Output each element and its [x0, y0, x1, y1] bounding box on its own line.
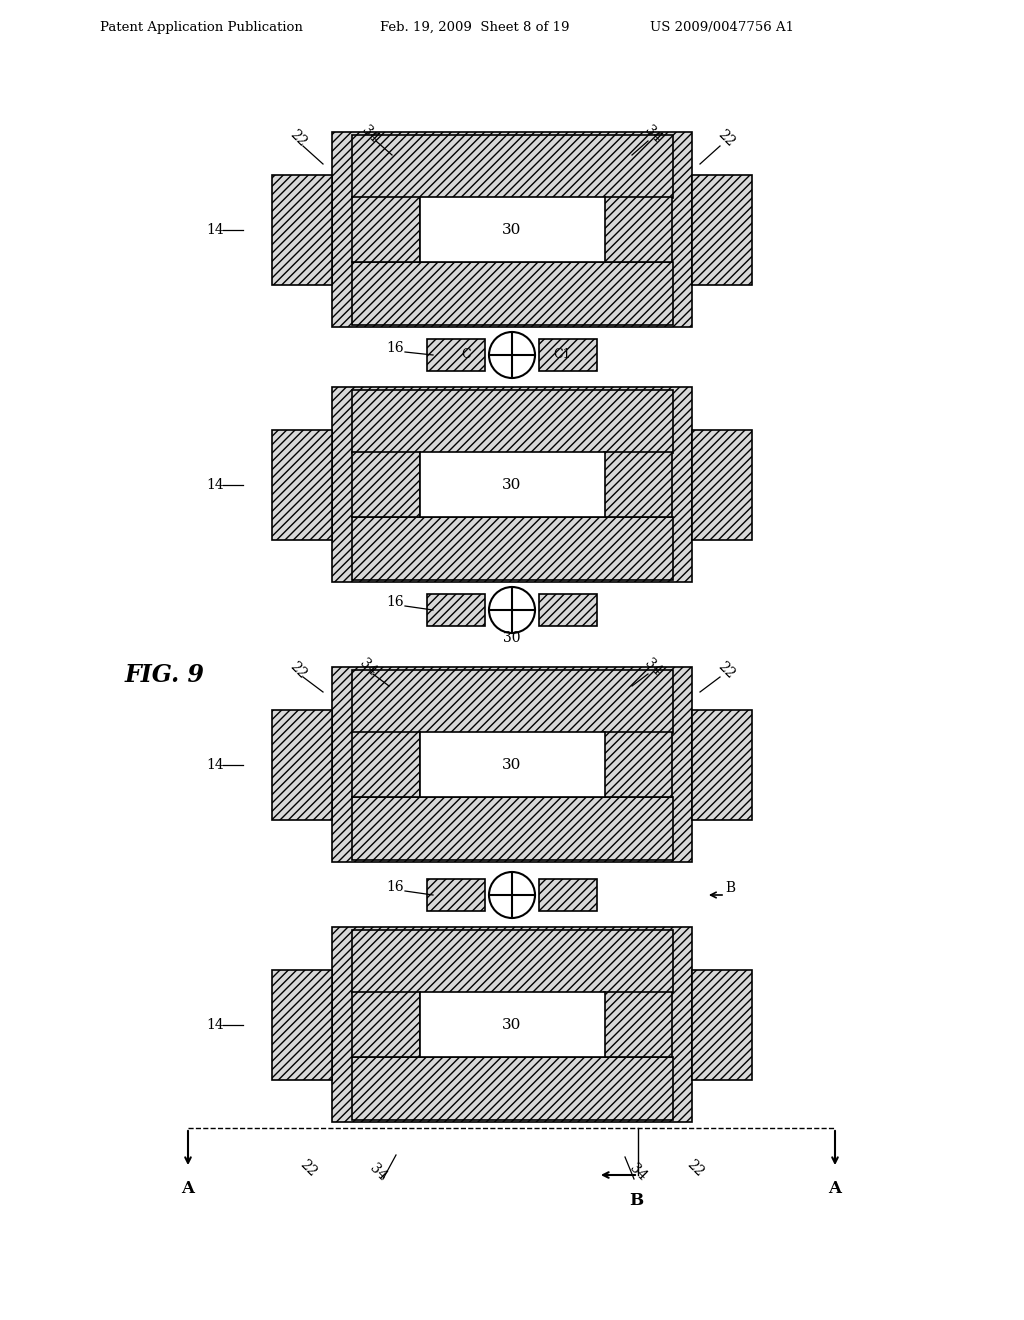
Text: 14: 14 — [206, 758, 224, 772]
Text: A: A — [181, 1180, 195, 1197]
Text: 14: 14 — [206, 223, 224, 238]
Bar — [604, 733, 672, 797]
Bar — [420, 451, 605, 517]
Bar — [692, 710, 752, 820]
Text: B: B — [629, 1192, 643, 1209]
Bar — [352, 197, 420, 261]
Text: 30: 30 — [503, 1018, 521, 1032]
Text: 34: 34 — [642, 656, 665, 678]
Bar — [604, 451, 672, 517]
Text: 30: 30 — [503, 223, 521, 238]
Text: 30: 30 — [503, 758, 521, 772]
Text: 16: 16 — [386, 341, 403, 355]
Bar — [272, 970, 332, 1080]
Bar — [539, 879, 597, 911]
Bar — [352, 135, 673, 198]
Bar — [352, 1057, 673, 1119]
Text: C1: C1 — [553, 348, 570, 362]
Text: Patent Application Publication: Patent Application Publication — [100, 21, 303, 33]
Text: 34: 34 — [356, 656, 379, 678]
Bar — [272, 176, 332, 285]
Text: 22: 22 — [715, 127, 737, 149]
Text: 22: 22 — [684, 1156, 707, 1179]
Text: 34: 34 — [642, 123, 665, 145]
Text: 14: 14 — [206, 478, 224, 492]
Bar — [332, 667, 692, 862]
Bar — [352, 797, 673, 861]
Bar — [352, 671, 673, 733]
Bar — [272, 710, 332, 820]
Bar — [352, 993, 420, 1057]
Text: Feb. 19, 2009  Sheet 8 of 19: Feb. 19, 2009 Sheet 8 of 19 — [380, 21, 569, 33]
Text: 22: 22 — [715, 659, 737, 681]
Bar — [352, 517, 673, 579]
Text: A: A — [828, 1180, 842, 1197]
Bar — [352, 451, 420, 517]
Text: US 2009/0047756 A1: US 2009/0047756 A1 — [650, 21, 794, 33]
Text: 30: 30 — [503, 631, 521, 645]
Bar — [352, 261, 673, 325]
Bar — [604, 993, 672, 1057]
Bar — [332, 132, 692, 327]
Circle shape — [489, 587, 535, 634]
Text: 16: 16 — [386, 880, 403, 894]
Bar — [420, 993, 605, 1057]
Bar — [692, 970, 752, 1080]
Bar — [427, 339, 485, 371]
Text: 22: 22 — [297, 1156, 319, 1179]
Bar — [352, 931, 673, 993]
Text: 34: 34 — [627, 1160, 649, 1183]
Text: C: C — [461, 348, 471, 362]
Text: 34: 34 — [367, 1160, 389, 1183]
Text: 30: 30 — [503, 478, 521, 492]
Bar — [352, 389, 673, 453]
Text: 14: 14 — [206, 1018, 224, 1032]
Bar — [420, 197, 605, 261]
Bar — [427, 879, 485, 911]
Bar — [272, 430, 332, 540]
Text: FIG. 9: FIG. 9 — [125, 663, 205, 686]
Text: 16: 16 — [386, 595, 403, 609]
Bar — [332, 387, 692, 582]
Text: 22: 22 — [287, 127, 309, 149]
Bar — [420, 733, 605, 797]
Bar — [604, 197, 672, 261]
Text: 22: 22 — [287, 659, 309, 681]
Bar — [692, 176, 752, 285]
Bar — [539, 339, 597, 371]
Text: B: B — [725, 880, 735, 895]
Text: 34: 34 — [358, 123, 381, 145]
Circle shape — [489, 333, 535, 378]
Bar — [539, 594, 597, 626]
Bar — [692, 430, 752, 540]
Bar — [352, 733, 420, 797]
Bar — [332, 927, 692, 1122]
Bar — [427, 594, 485, 626]
Circle shape — [489, 873, 535, 917]
